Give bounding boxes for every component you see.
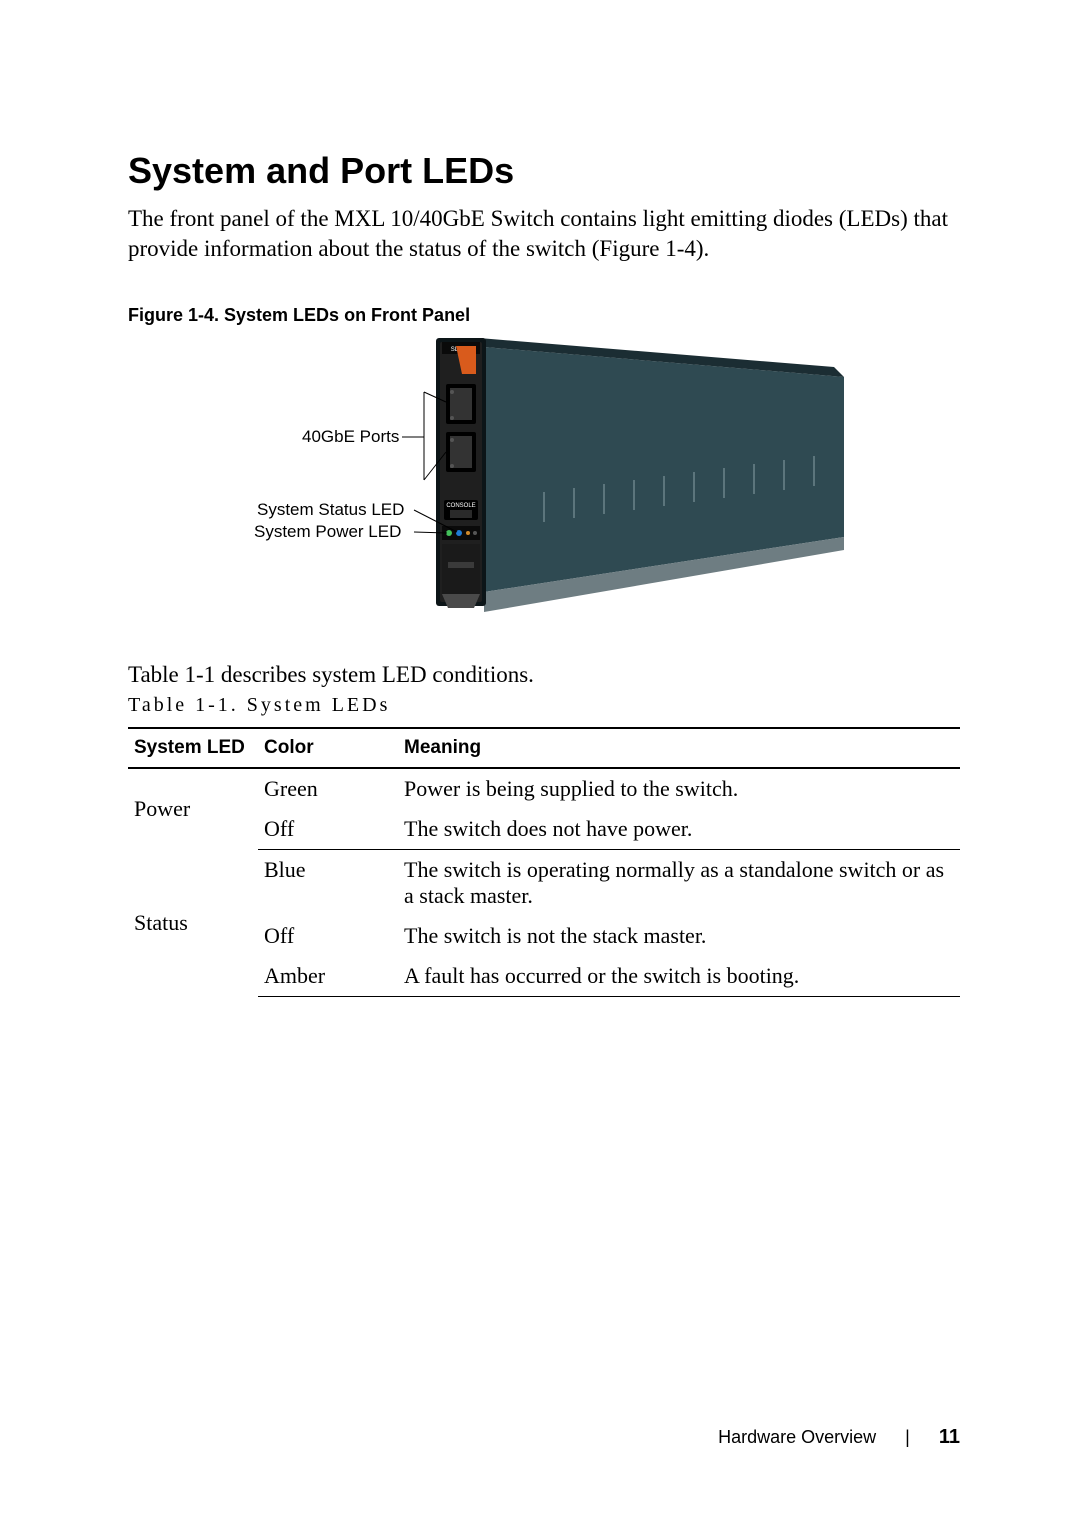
led-table: System LED Color Meaning Power Green Pow… (128, 727, 960, 997)
cell-meaning: The switch is not the stack master. (398, 916, 960, 956)
cell-color: Amber (258, 956, 398, 997)
svg-text:CONSOLE: CONSOLE (446, 503, 475, 509)
cell-meaning: The switch is operating normally as a st… (398, 849, 960, 916)
cell-meaning: A fault has occurred or the switch is bo… (398, 956, 960, 997)
th-color: Color (258, 728, 398, 768)
svg-text:System Power LED: System Power LED (254, 522, 401, 541)
cell-color: Off (258, 916, 398, 956)
figure-wrap: SLOT 2 CONSOLE (128, 332, 960, 622)
page-footer: Hardware Overview | 11 (718, 1426, 960, 1449)
table-header-row: System LED Color Meaning (128, 728, 960, 768)
table-precaption: Table 1-1 describes system LED condition… (128, 662, 960, 688)
svg-text:System Status LED: System Status LED (257, 500, 404, 519)
section-title: System and Port LEDs (128, 150, 960, 192)
footer-separator: | (905, 1427, 910, 1447)
section-intro: The front panel of the MXL 10/40GbE Swit… (128, 204, 960, 265)
cell-color: Green (258, 768, 398, 809)
page: System and Port LEDs The front panel of … (0, 0, 1080, 1529)
svg-text:40GbE Ports: 40GbE Ports (302, 427, 399, 446)
table-row: Status Blue The switch is operating norm… (128, 849, 960, 916)
table-row: Power Green Power is being supplied to t… (128, 768, 960, 809)
cell-color: Blue (258, 849, 398, 916)
footer-section: Hardware Overview (718, 1427, 876, 1447)
figure-svg: SLOT 2 CONSOLE (224, 332, 864, 622)
cell-meaning: The switch does not have power. (398, 809, 960, 850)
cell-meaning: Power is being supplied to the switch. (398, 768, 960, 809)
cell-color: Off (258, 809, 398, 850)
th-system-led: System LED (128, 728, 258, 768)
table-label: Table 1-1. System LEDs (128, 694, 960, 717)
th-meaning: Meaning (398, 728, 960, 768)
cell-led: Power (128, 768, 258, 850)
cell-led: Status (128, 849, 258, 996)
figure-caption: Figure 1-4. System LEDs on Front Panel (128, 305, 960, 326)
footer-page-number: 11 (939, 1426, 960, 1448)
